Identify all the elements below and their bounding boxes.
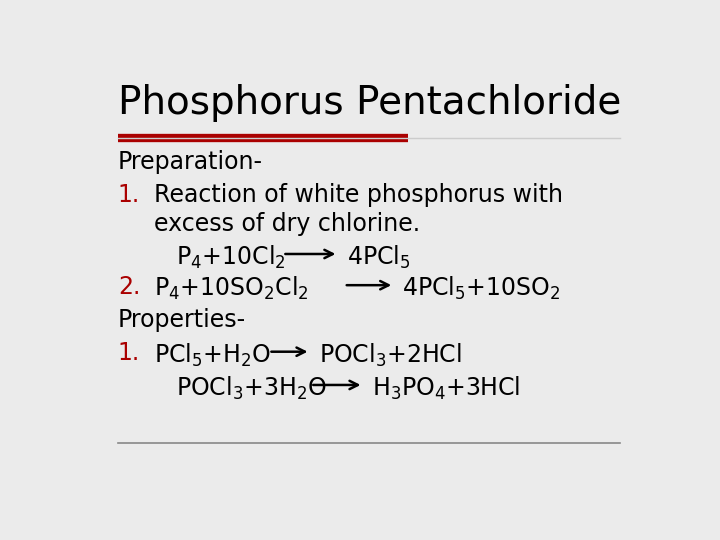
Text: $\mathregular{H_3PO_4{+}3HCl}$: $\mathregular{H_3PO_4{+}3HCl}$ — [372, 375, 520, 402]
Text: 2.: 2. — [118, 275, 140, 299]
Text: $\mathregular{POCl_3{+}3H_2O}$: $\mathregular{POCl_3{+}3H_2O}$ — [176, 375, 328, 402]
Text: excess of dry chlorine.: excess of dry chlorine. — [154, 212, 420, 237]
Text: 1.: 1. — [118, 183, 140, 207]
Text: Reaction of white phosphorus with: Reaction of white phosphorus with — [154, 183, 563, 207]
Text: Properties-: Properties- — [118, 308, 246, 332]
Text: Preparation-: Preparation- — [118, 150, 263, 174]
Text: 1.: 1. — [118, 341, 140, 365]
Text: $\mathregular{PCl_5{+}H_2O}$: $\mathregular{PCl_5{+}H_2O}$ — [154, 341, 271, 368]
Text: $\mathregular{POCl_3{+}2HCl}$: $\mathregular{POCl_3{+}2HCl}$ — [319, 341, 462, 368]
Text: $\mathregular{4PCl_5}$: $\mathregular{4PCl_5}$ — [347, 244, 410, 271]
Text: $\mathregular{P_4{+}10Cl_2}$: $\mathregular{P_4{+}10Cl_2}$ — [176, 244, 287, 271]
Text: Phosphorus Pentachloride: Phosphorus Pentachloride — [118, 84, 621, 122]
Text: $\mathregular{P_4{+}10SO_2Cl_2}$: $\mathregular{P_4{+}10SO_2Cl_2}$ — [154, 275, 309, 302]
Text: $\mathregular{4PCl_5{+}10SO_2}$: $\mathregular{4PCl_5{+}10SO_2}$ — [402, 275, 561, 302]
